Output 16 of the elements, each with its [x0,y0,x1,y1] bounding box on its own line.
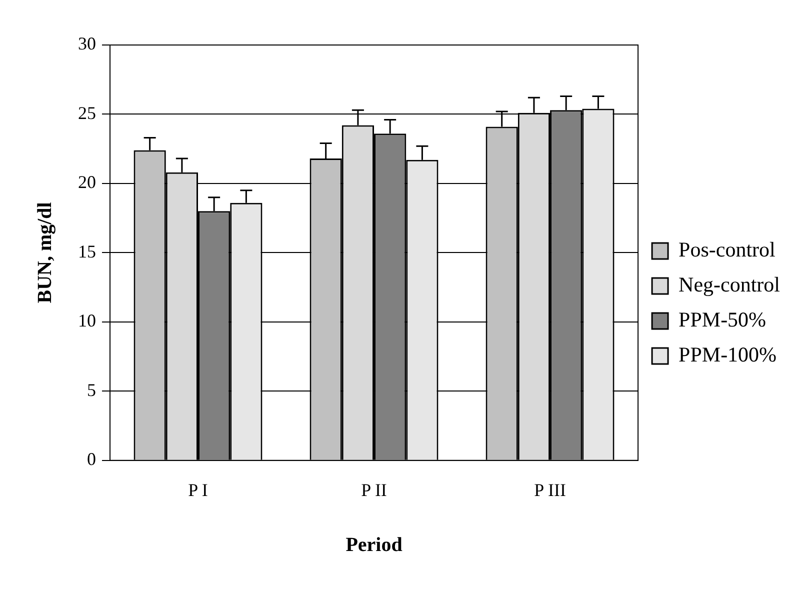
legend-label: PPM-100% [678,342,777,367]
y-tick-label: 20 [78,172,96,192]
y-axis-title: BUN, mg/dl [34,202,56,304]
y-tick-label: 10 [78,310,96,331]
y-tick-label: 30 [78,34,96,54]
legend-label: Pos-control [678,238,776,262]
y-tick-label: 5 [87,380,96,400]
legend-label: PPM-50% [678,308,766,332]
x-tick-label: P I [188,480,208,500]
y-tick-label: 0 [87,449,96,470]
x-tick-label: P III [534,480,566,500]
x-axis-title: Period [346,534,402,556]
legend-label: Neg-control [678,272,780,297]
y-tick-label: 25 [78,102,96,123]
x-tick-label: P II [361,480,387,500]
y-tick-label: 15 [78,241,96,262]
